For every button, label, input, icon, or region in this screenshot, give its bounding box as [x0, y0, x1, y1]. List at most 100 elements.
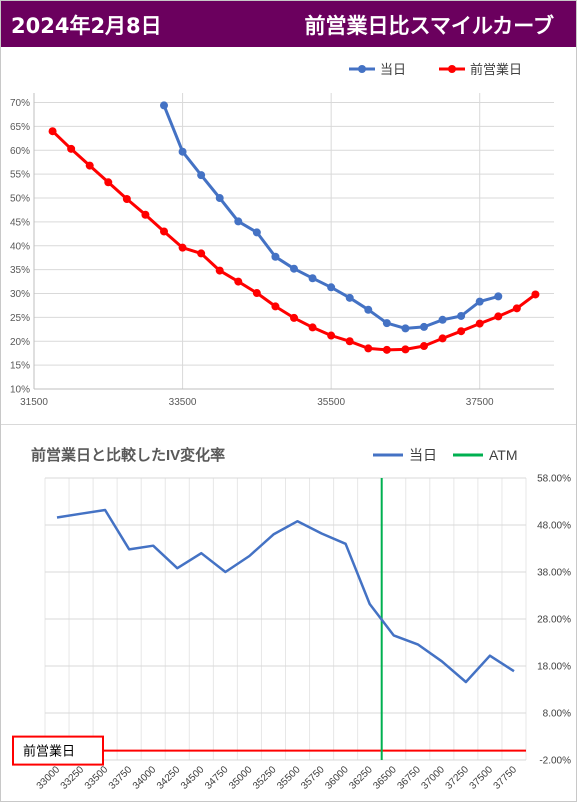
data-point — [104, 178, 113, 187]
x-tick-label: 36750 — [395, 764, 423, 792]
x-tick-label: 37000 — [420, 764, 448, 792]
x-tick-label: 33250 — [59, 764, 87, 792]
x-tick-label: 33500 — [83, 764, 111, 792]
y-tick-label: 35% — [10, 265, 30, 276]
data-point — [494, 292, 503, 301]
x-tick-label: 33750 — [107, 764, 135, 792]
data-point — [252, 228, 261, 237]
data-point — [197, 171, 206, 180]
x-tick-label: 35250 — [251, 764, 279, 792]
header-title: 前営業日比スマイルカーブ — [304, 14, 554, 38]
x-tick-label: 36250 — [347, 764, 375, 792]
x-tick-label: 36500 — [371, 764, 399, 792]
data-point — [290, 264, 298, 273]
y-tick-label: 25% — [10, 313, 30, 324]
x-tick-label: 33000 — [35, 764, 63, 792]
x-tick-label: 36000 — [323, 764, 351, 792]
smile-curve-chart: 10% 15% 20% 25% 30% 35% 40% 45% 50% 55% 60% 65% 70% 3… — [10, 62, 554, 408]
data-point — [420, 322, 428, 331]
data-point — [420, 342, 428, 351]
x-tick-label: 37250 — [444, 764, 472, 792]
data-point — [234, 277, 243, 286]
legend-label-1: 前営業日 — [470, 62, 522, 77]
y-tick-label: 55% — [10, 170, 30, 181]
legend-marker-1 — [448, 65, 456, 73]
data-point — [308, 323, 317, 332]
y-tick-label: 18.00% — [537, 662, 571, 673]
y-tick-label: 30% — [10, 289, 30, 300]
data-point — [364, 305, 373, 314]
x-tick-label: 37750 — [492, 764, 520, 792]
data-point — [67, 144, 76, 153]
data-point — [494, 312, 503, 321]
data-point — [401, 324, 410, 333]
x-tick-label: 34500 — [179, 764, 207, 792]
header-bar: 2024年2月8日 前営業日比スマイルカーブ — [1, 1, 576, 47]
data-point — [178, 243, 187, 252]
data-point — [252, 289, 261, 298]
y-tick-label: 8.00% — [543, 709, 571, 720]
x-tick-label: 31500 — [20, 397, 48, 408]
data-point — [160, 227, 168, 236]
legend-label-0: 当日 — [380, 62, 406, 77]
chart-title: 前営業日と比較したIV変化率 — [31, 446, 225, 464]
y-tick-label: 65% — [10, 122, 30, 133]
data-point — [457, 311, 466, 320]
y-tick-label: 45% — [10, 217, 30, 228]
header-date: 2024年2月8日 — [11, 14, 162, 38]
data-point — [197, 249, 206, 258]
x-tick-label: 35500 — [317, 397, 345, 408]
data-point — [457, 327, 466, 336]
data-point — [531, 290, 540, 299]
y-tick-label: 48.00% — [537, 521, 571, 532]
y-tick-label: 40% — [10, 241, 30, 252]
data-point — [382, 345, 391, 354]
iv-change-chart: -2.00% 8.00% 18.00% 28.00% 38.00% 48.00% 58.00… — [12, 446, 571, 792]
data-point — [178, 147, 187, 156]
y-tick-label: 60% — [10, 146, 30, 157]
legend-marker-0 — [358, 65, 366, 73]
series-line-today — [56, 508, 515, 684]
baseline-label: 前営業日 — [23, 744, 75, 759]
data-point — [122, 194, 131, 203]
data-point — [512, 304, 521, 313]
y-tick-label: 28.00% — [537, 615, 571, 626]
data-point — [141, 210, 150, 219]
data-point — [290, 313, 298, 322]
y-tick-label: 10% — [10, 385, 30, 396]
x-tick-label: 35750 — [299, 764, 327, 792]
data-point — [438, 315, 447, 324]
y-tick-label: -2.00% — [539, 756, 571, 767]
data-point — [271, 252, 280, 261]
data-point — [160, 101, 168, 110]
data-point — [364, 344, 373, 353]
data-point — [234, 217, 243, 226]
legend-label-0: 当日 — [409, 447, 437, 463]
y-tick-label: 70% — [10, 98, 30, 109]
data-point — [215, 266, 224, 275]
data-point — [327, 331, 336, 340]
data-point — [345, 337, 354, 346]
data-point — [475, 297, 484, 306]
x-tick-label: 37500 — [466, 397, 494, 408]
data-point — [327, 283, 336, 292]
y-tick-label: 20% — [10, 337, 30, 348]
data-point — [475, 319, 484, 328]
y-tick-label: 50% — [10, 194, 30, 205]
data-point — [401, 345, 410, 354]
x-tick-label: 34250 — [155, 764, 183, 792]
x-tick-label: 34000 — [131, 764, 159, 792]
data-point — [48, 127, 57, 136]
chart-divider — [1, 424, 576, 425]
data-point — [438, 334, 447, 343]
y-tick-label: 58.00% — [537, 474, 571, 485]
y-tick-label: 38.00% — [537, 568, 571, 579]
data-point — [382, 319, 391, 328]
x-tick-label: 37500 — [468, 764, 496, 792]
data-point — [85, 161, 94, 170]
x-tick-label: 34750 — [203, 764, 231, 792]
x-tick-label: 33500 — [169, 397, 197, 408]
data-point — [308, 274, 317, 283]
y-tick-label: 15% — [10, 361, 30, 372]
